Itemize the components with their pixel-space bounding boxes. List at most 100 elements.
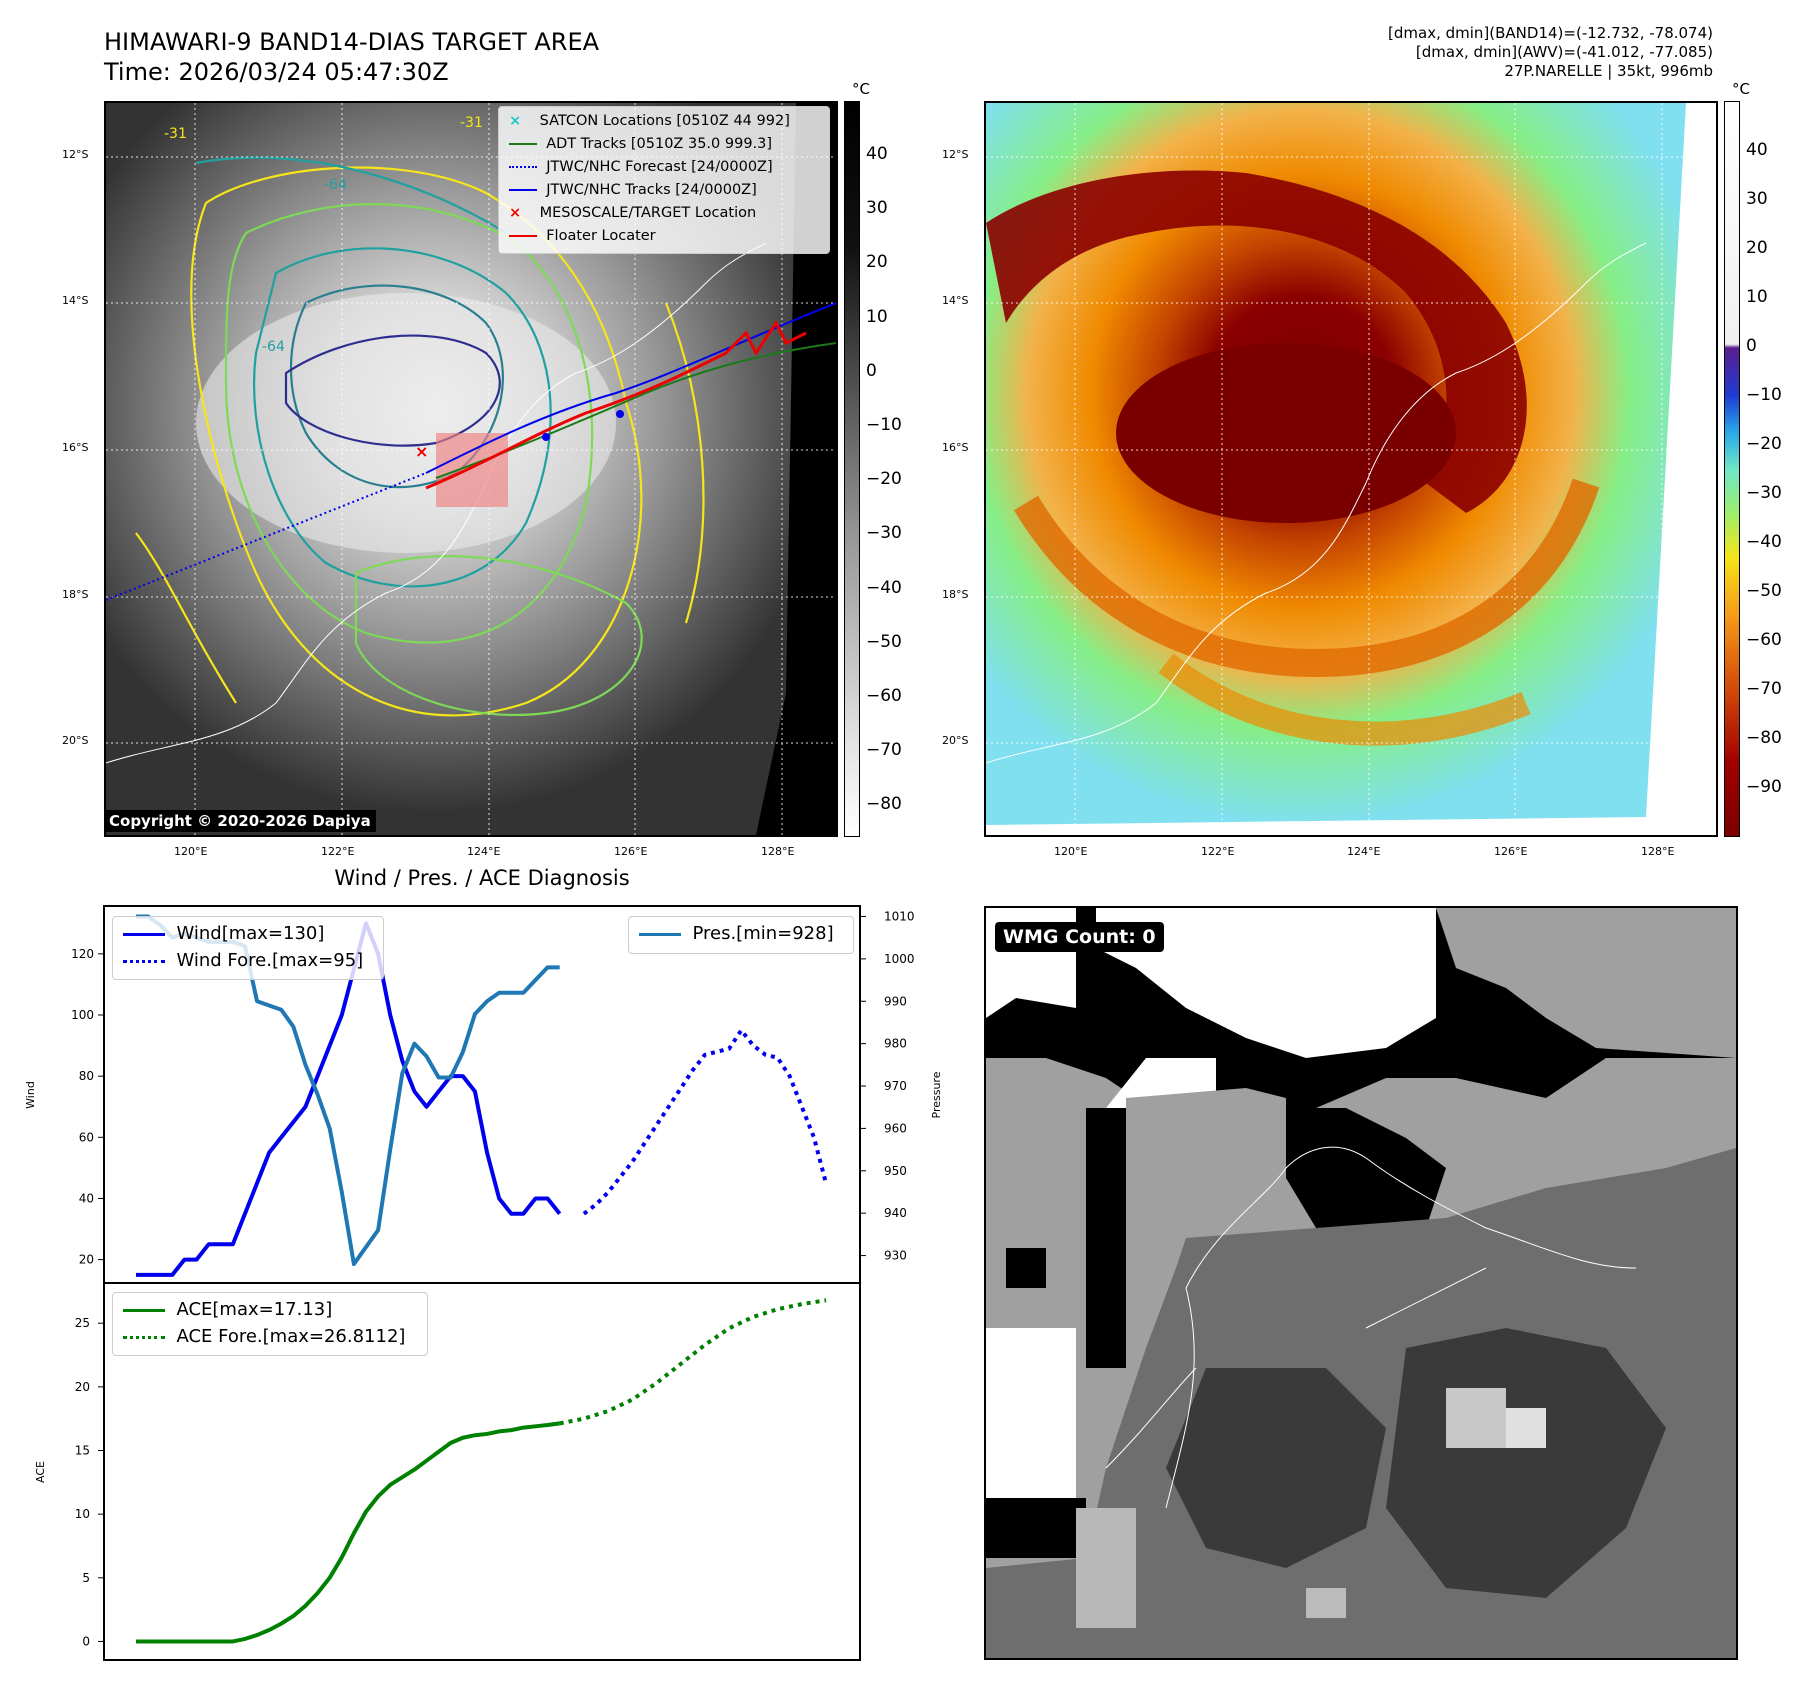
pressure-tick-label: 1000 bbox=[884, 952, 915, 966]
colorbar-tick-label: −80 bbox=[866, 794, 902, 815]
lat-label: 16°S bbox=[942, 441, 969, 454]
wind-tick-label: 40 bbox=[79, 1191, 94, 1205]
wind-legend: Wind[max=130] Wind Fore.[max=95] bbox=[112, 916, 384, 980]
lat-label: 18°S bbox=[942, 588, 969, 601]
pressure-tick-label: 960 bbox=[884, 1121, 907, 1135]
ace-legend: ACE[max=17.13] ACE Fore.[max=26.8112] bbox=[112, 1292, 428, 1356]
contour-label: -64 bbox=[324, 177, 347, 193]
legend-entry-forecast: JTWC/NHC Forecast [24/0000Z] bbox=[509, 159, 773, 175]
enhanced-ir-image bbox=[986, 103, 1716, 835]
enhanced-ir-panel bbox=[984, 101, 1718, 837]
colorbar-tick-label: −40 bbox=[1746, 532, 1782, 552]
lat-label: 14°S bbox=[942, 294, 969, 307]
pressure-tick-label: 950 bbox=[884, 1164, 907, 1178]
legend-ace: ACE[max=17.13] bbox=[123, 1299, 332, 1320]
legend-wind-forecast: Wind Fore.[max=95] bbox=[123, 950, 363, 971]
pressure-tick-label: 980 bbox=[884, 1037, 907, 1051]
legend-entry-satcon: × SATCON Locations [0510Z 44 992] bbox=[509, 113, 790, 129]
ace-line bbox=[136, 1421, 560, 1644]
wind-axis-label: Wind bbox=[24, 1081, 37, 1109]
colorbar-grayscale bbox=[844, 101, 860, 837]
wmg-image bbox=[986, 908, 1736, 1658]
info-block: [dmax, dmin](BAND14)=(-12.732, -78.074) … bbox=[1388, 24, 1713, 81]
colorbar-tick-label: 40 bbox=[1746, 140, 1768, 160]
colorbar-tick-label: 20 bbox=[1746, 238, 1768, 258]
colorbar-tick-label: −60 bbox=[1746, 630, 1782, 650]
colorbar-tick-label: 30 bbox=[866, 198, 888, 219]
legend-wind: Wind[max=130] bbox=[123, 923, 324, 944]
colorbar-tick-label: −20 bbox=[1746, 434, 1782, 454]
ace-axis-label: ACE bbox=[34, 1461, 47, 1483]
colorbar-tick-label: −50 bbox=[1746, 581, 1782, 601]
wind-tick-label: 100 bbox=[71, 1008, 94, 1022]
colorbar-tick-label: 30 bbox=[1746, 189, 1768, 209]
pressure-tick-label: 970 bbox=[884, 1079, 907, 1093]
lon-label: 124°E bbox=[467, 845, 501, 858]
lat-label: 20°S bbox=[942, 734, 969, 747]
lon-label: 120°E bbox=[1054, 845, 1088, 858]
ace-tick-label: 5 bbox=[82, 1571, 90, 1585]
ace-tick-label: 0 bbox=[82, 1634, 90, 1648]
contour-label: -31 bbox=[460, 115, 483, 131]
colorbar-tick-label: −30 bbox=[866, 523, 902, 544]
colorbar-tick-label: 10 bbox=[866, 306, 888, 327]
lat-label: 12°S bbox=[942, 148, 969, 161]
wind-forecast-line bbox=[582, 1028, 828, 1216]
wind-tick-label: 80 bbox=[79, 1069, 94, 1083]
pressure-tick-label: 940 bbox=[884, 1206, 907, 1220]
colorbar-tick-label: −70 bbox=[1746, 679, 1782, 699]
lon-label: 122°E bbox=[321, 845, 355, 858]
colorbar-tick-label: −20 bbox=[866, 469, 902, 490]
lon-label: 128°E bbox=[761, 845, 795, 858]
colorbar-tick-label: 0 bbox=[1746, 336, 1757, 356]
pressure-tick-label: 930 bbox=[884, 1249, 907, 1263]
pressure-axis-label: Pressure bbox=[930, 1071, 943, 1118]
colorbar-tick-label: −10 bbox=[866, 415, 902, 435]
diagnosis-chart: 2040608010012093094095096097098099010001… bbox=[24, 905, 943, 1661]
figure-title: HIMAWARI-9 BAND14-DIAS TARGET AREA bbox=[104, 28, 600, 56]
ace-tick-label: 25 bbox=[75, 1316, 90, 1330]
lat-label: 18°S bbox=[62, 588, 89, 601]
lat-label: 16°S bbox=[62, 441, 89, 454]
colorbar-enhanced bbox=[1724, 101, 1740, 837]
lat-label: 20°S bbox=[62, 734, 89, 747]
colorbar-tick-label: −40 bbox=[866, 577, 902, 598]
wind-tick-label: 20 bbox=[79, 1253, 94, 1267]
colorbar-tick-label: 40 bbox=[866, 144, 888, 164]
wind-tick-label: 60 bbox=[79, 1130, 94, 1144]
legend-entry-floater: Floater Locater bbox=[509, 228, 656, 244]
svg-text:×: × bbox=[415, 442, 428, 461]
info-storm: 27P.NARELLE | 35kt, 996mb bbox=[1504, 62, 1713, 80]
lat-label: 14°S bbox=[62, 294, 89, 307]
map-legend: × SATCON Locations [0510Z 44 992] ADT Tr… bbox=[498, 106, 830, 254]
lat-label: 12°S bbox=[62, 148, 89, 161]
legend-entry-adt: ADT Tracks [0510Z 35.0 999.3] bbox=[509, 136, 772, 152]
colorbar-tick-label: −70 bbox=[866, 740, 902, 761]
colorbar-tick-label: −30 bbox=[1746, 483, 1782, 503]
colorbar-tick-label: −10 bbox=[1746, 385, 1782, 405]
colorbar-tick-label: −90 bbox=[1746, 777, 1782, 797]
colorbar-tick-label: −50 bbox=[866, 631, 902, 652]
lon-label: 128°E bbox=[1641, 845, 1675, 858]
colorbar-unit: °C bbox=[852, 80, 870, 98]
info-awv: [dmax, dmin](AWV)=(-41.012, -77.085) bbox=[1415, 43, 1713, 61]
contour-label: -64 bbox=[262, 339, 285, 355]
ace-tick-label: 20 bbox=[75, 1380, 90, 1394]
legend-ace-forecast: ACE Fore.[max=26.8112] bbox=[123, 1326, 405, 1347]
ace-tick-label: 15 bbox=[75, 1443, 90, 1457]
pressure-legend: Pres.[min=928] bbox=[628, 916, 854, 954]
legend-entry-mesoscale: × MESOSCALE/TARGET Location bbox=[509, 205, 757, 221]
lon-label: 124°E bbox=[1347, 845, 1381, 858]
colorbar-tick-label: −60 bbox=[866, 686, 902, 706]
colorbar-tick-label: −80 bbox=[1746, 728, 1782, 748]
lon-label: 126°E bbox=[1494, 845, 1528, 858]
colorbar-unit: °C bbox=[1732, 80, 1750, 98]
lon-label: 120°E bbox=[174, 845, 208, 858]
wmg-panel bbox=[984, 906, 1738, 1660]
lon-label: 126°E bbox=[614, 845, 648, 858]
wmg-count-badge: WMG Count: 0 bbox=[995, 922, 1164, 952]
colorbar-tick-label: 20 bbox=[866, 252, 888, 273]
contour-label: -31 bbox=[164, 126, 187, 142]
colorbar-tick-label: 0 bbox=[866, 360, 877, 381]
legend-pressure: Pres.[min=928] bbox=[639, 923, 834, 944]
